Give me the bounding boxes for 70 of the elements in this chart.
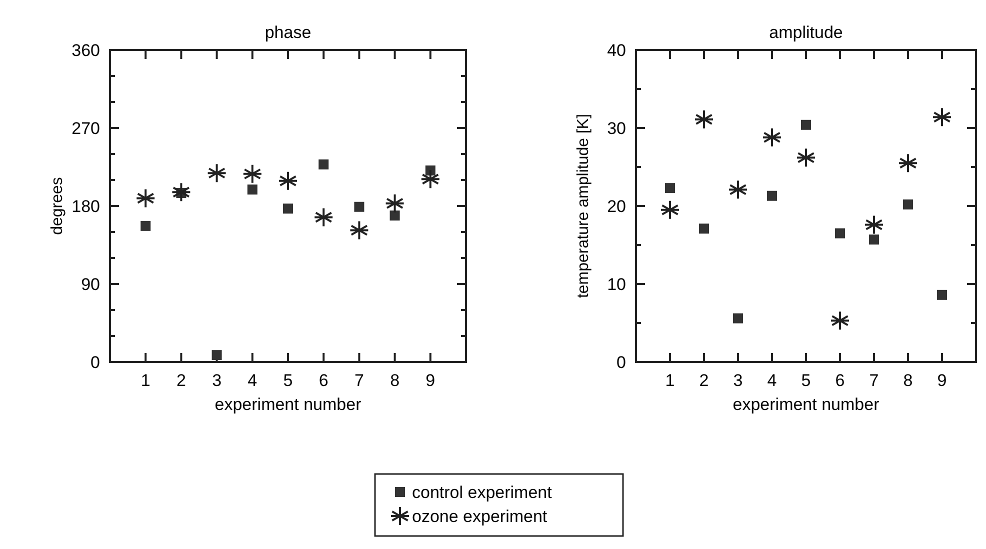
point xyxy=(903,199,913,210)
x-tick-label: 2 xyxy=(176,371,186,390)
point xyxy=(762,127,782,148)
x-tick-label: 8 xyxy=(903,371,913,390)
point xyxy=(869,234,879,245)
x-tick-label: 3 xyxy=(212,371,222,390)
y-axis-title: degrees xyxy=(49,177,66,235)
point xyxy=(136,188,156,208)
legend-label: control experiment xyxy=(412,483,552,502)
x-tick-label: 4 xyxy=(767,371,777,390)
y-tick-label: 360 xyxy=(72,41,100,60)
point xyxy=(733,313,743,324)
x-tick-label: 5 xyxy=(801,371,811,390)
point xyxy=(728,180,748,200)
x-tick-label: 5 xyxy=(283,371,293,390)
legend-label: ozone experiment xyxy=(412,507,548,526)
x-tick-label: 6 xyxy=(835,371,845,390)
point xyxy=(283,204,293,214)
chart-title: phase xyxy=(264,23,312,42)
point xyxy=(694,109,714,130)
y-tick-label: 20 xyxy=(607,197,626,216)
point xyxy=(242,164,262,184)
point xyxy=(898,153,918,174)
point xyxy=(247,184,258,195)
x-tick-label: 9 xyxy=(937,371,947,390)
point xyxy=(932,107,952,128)
point xyxy=(384,193,405,214)
point xyxy=(171,182,192,202)
point xyxy=(354,202,364,212)
x-tick-label: 1 xyxy=(140,371,150,390)
point xyxy=(864,214,884,235)
point xyxy=(937,290,947,300)
y-tick-label: 30 xyxy=(607,119,626,138)
point xyxy=(699,224,709,234)
y-tick-label: 270 xyxy=(72,119,100,138)
x-tick-label: 3 xyxy=(733,371,743,390)
point xyxy=(206,163,227,184)
y-tick-label: 0 xyxy=(616,353,626,372)
point xyxy=(767,190,777,201)
x-tick-label: 4 xyxy=(248,371,258,390)
x-tick-label: 2 xyxy=(699,371,709,390)
chart-title: amplitude xyxy=(769,23,843,42)
x-tick-label: 9 xyxy=(426,371,436,390)
point xyxy=(420,169,440,190)
x-tick-label: 6 xyxy=(318,371,328,390)
x-tick-label: 8 xyxy=(390,371,400,390)
point xyxy=(349,220,370,240)
point xyxy=(140,220,151,231)
y-tick-label: 180 xyxy=(72,197,100,216)
point xyxy=(318,159,329,170)
point xyxy=(801,120,811,130)
point xyxy=(796,148,816,168)
y-axis-title: temperature amplitude [K] xyxy=(575,114,592,298)
point xyxy=(314,207,334,228)
point xyxy=(660,200,680,220)
y-tick-label: 10 xyxy=(607,275,626,294)
x-tick-label: 7 xyxy=(354,371,364,390)
x-tick-label: 7 xyxy=(869,371,879,390)
point xyxy=(278,170,298,191)
y-tick-label: 0 xyxy=(90,353,100,372)
point xyxy=(835,228,845,238)
point xyxy=(212,350,222,360)
y-tick-label: 40 xyxy=(607,41,626,60)
x-tick-label: 1 xyxy=(665,371,675,390)
point xyxy=(390,210,400,221)
point xyxy=(830,310,850,331)
x-axis-title: experiment number xyxy=(214,395,362,414)
y-tick-label: 90 xyxy=(81,275,100,294)
point xyxy=(665,183,675,194)
x-axis-title: experiment number xyxy=(732,395,880,414)
